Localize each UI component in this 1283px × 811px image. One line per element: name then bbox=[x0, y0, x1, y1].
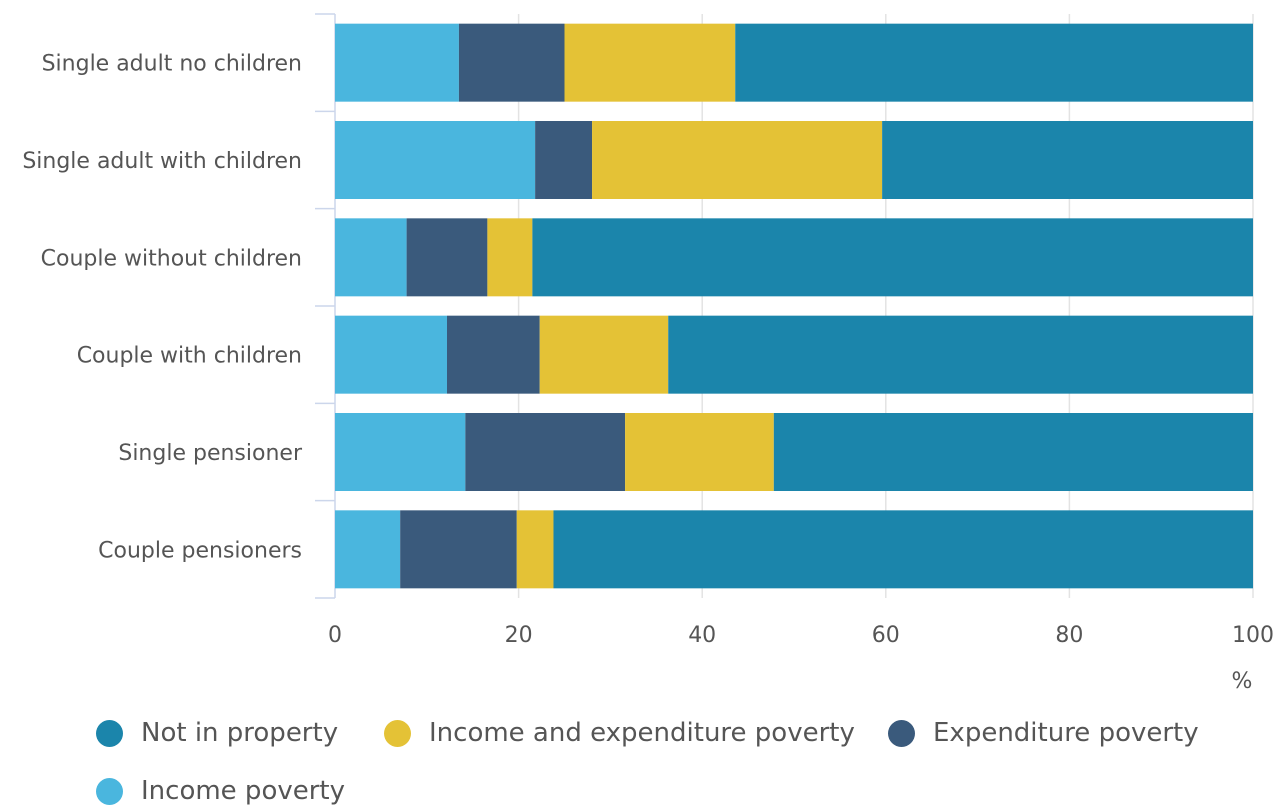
category-label: Couple pensioners bbox=[98, 538, 302, 563]
legend-marker-icon bbox=[888, 719, 915, 747]
legend-marker-icon bbox=[96, 719, 123, 747]
bar-segment-income-poverty[interactable] bbox=[335, 121, 536, 199]
bar-segment-income-poverty[interactable] bbox=[335, 23, 459, 102]
bar-segment-expenditure-poverty[interactable] bbox=[406, 218, 488, 297]
bar-segment-not-in-poverty[interactable] bbox=[532, 218, 1253, 297]
bar-segment-income-and-expenditure-poverty[interactable] bbox=[564, 23, 736, 102]
gridlines bbox=[517, 14, 1254, 598]
legend-item-income-poverty[interactable]: Income poverty bbox=[96, 776, 345, 806]
legend-item-not-in-poverty[interactable]: Not in property bbox=[96, 718, 338, 748]
bar-segment-income-and-expenditure-poverty[interactable] bbox=[516, 510, 554, 589]
legend-item-expenditure-poverty[interactable]: Expenditure poverty bbox=[888, 718, 1199, 748]
bar-segment-income-poverty[interactable] bbox=[335, 413, 466, 491]
category-label: Couple without children bbox=[41, 246, 302, 271]
category-label: Single pensioner bbox=[118, 441, 303, 466]
category-axis bbox=[315, 13, 336, 599]
bar-segment-expenditure-poverty[interactable] bbox=[458, 23, 565, 102]
legend-marker-icon bbox=[96, 777, 123, 805]
category-label: Couple with children bbox=[77, 344, 302, 369]
bar-segment-not-in-poverty[interactable] bbox=[553, 510, 1253, 589]
bar-segment-not-in-poverty[interactable] bbox=[668, 315, 1253, 394]
x-tick-label: 60 bbox=[872, 623, 900, 648]
bars bbox=[335, 23, 1253, 589]
bar-segment-income-poverty[interactable] bbox=[335, 315, 447, 394]
bar-segment-income-poverty[interactable] bbox=[335, 510, 401, 589]
legend-label: Income poverty bbox=[141, 776, 346, 806]
x-tick-label: 100 bbox=[1232, 623, 1274, 648]
category-label: Single adult no children bbox=[42, 52, 302, 77]
category-label: Single adult with children bbox=[22, 149, 302, 174]
bar-segment-not-in-poverty[interactable] bbox=[773, 413, 1253, 491]
category-labels: Single adult no children Single adult wit… bbox=[22, 52, 303, 564]
bar-segment-income-and-expenditure-poverty[interactable] bbox=[487, 218, 533, 297]
bar-segment-income-and-expenditure-poverty[interactable] bbox=[592, 121, 883, 199]
legend-item-income-and-expenditure-poverty[interactable]: Income and expenditure poverty bbox=[384, 718, 855, 748]
x-axis-unit-label: % bbox=[1232, 669, 1253, 694]
bar-segment-income-and-expenditure-poverty[interactable] bbox=[539, 315, 669, 394]
bar-segment-expenditure-poverty[interactable] bbox=[465, 413, 626, 491]
x-tick-label: 20 bbox=[505, 623, 533, 648]
bar-segment-income-poverty[interactable] bbox=[335, 218, 407, 297]
x-tick-label: 40 bbox=[688, 623, 716, 648]
legend-label: Income and expenditure poverty bbox=[429, 718, 855, 748]
bar-segment-expenditure-poverty[interactable] bbox=[535, 121, 593, 199]
bar-segment-income-and-expenditure-poverty[interactable] bbox=[625, 413, 774, 491]
legend-label: Not in property bbox=[141, 718, 339, 748]
bar-segment-not-in-poverty[interactable] bbox=[882, 121, 1253, 199]
x-axis-tick-labels: 0 20 40 60 80 100 bbox=[328, 623, 1274, 648]
x-tick-label: 0 bbox=[328, 623, 342, 648]
legend-label: Expenditure poverty bbox=[933, 718, 1199, 748]
bar-segment-not-in-poverty[interactable] bbox=[735, 23, 1253, 102]
legend-marker-icon bbox=[384, 719, 411, 747]
bar-segment-expenditure-poverty[interactable] bbox=[446, 315, 540, 394]
x-tick-label: 80 bbox=[1055, 623, 1083, 648]
stacked-bar-chart: Single adult no children Single adult wit… bbox=[22, 13, 1274, 694]
bar-segment-expenditure-poverty[interactable] bbox=[400, 510, 517, 589]
